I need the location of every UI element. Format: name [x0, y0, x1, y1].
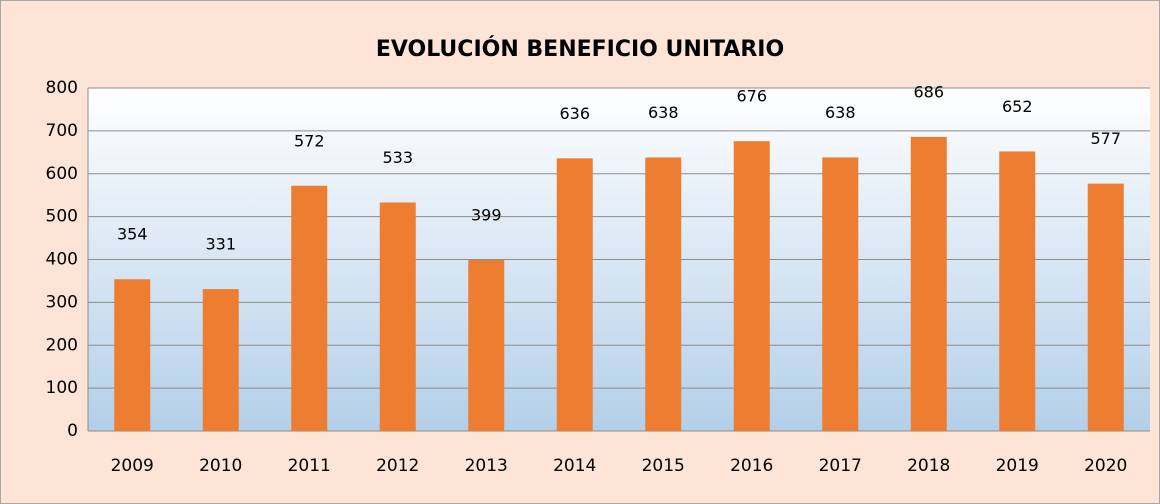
x-tick-label: 2013 [465, 456, 508, 476]
data-label: 636 [559, 104, 590, 123]
x-tick-label: 2011 [288, 456, 331, 476]
bar [999, 151, 1036, 431]
y-tick-label: 100 [46, 378, 78, 398]
data-label: 572 [294, 131, 325, 150]
x-tick-label: 2014 [553, 456, 596, 476]
bar [910, 136, 947, 431]
data-label: 533 [382, 148, 413, 167]
bar [556, 158, 593, 431]
x-tick-label: 2019 [996, 456, 1039, 476]
chart-title: EVOLUCIÓN BENEFICIO UNITARIO [376, 36, 784, 62]
y-tick-label: 400 [46, 250, 78, 270]
x-tick-label: 2018 [907, 456, 950, 476]
bar [379, 202, 416, 431]
bar [468, 259, 505, 431]
bar [114, 279, 151, 431]
y-tick-label: 800 [46, 78, 78, 98]
data-label: 676 [736, 87, 767, 106]
bar [291, 185, 328, 431]
x-tick-label: 2015 [642, 456, 685, 476]
data-label: 686 [913, 82, 944, 101]
x-tick-label: 2016 [730, 456, 773, 476]
bar [645, 157, 682, 431]
y-tick-label: 300 [46, 292, 78, 312]
data-label: 331 [205, 235, 236, 254]
bar [733, 141, 770, 432]
y-tick-label: 600 [46, 164, 78, 184]
x-tick-label: 2009 [111, 456, 154, 476]
bar [202, 289, 239, 431]
bar [822, 157, 859, 431]
y-tick-label: 700 [46, 121, 78, 141]
data-label: 638 [648, 103, 679, 122]
bar [1087, 183, 1124, 431]
y-tick-label: 200 [46, 335, 78, 355]
x-tick-label: 2017 [819, 456, 862, 476]
data-label: 652 [1002, 97, 1033, 116]
data-label: 399 [471, 205, 502, 224]
data-label: 638 [825, 103, 856, 122]
x-tick-label: 2020 [1084, 456, 1127, 476]
data-label: 577 [1090, 129, 1121, 148]
data-label: 354 [117, 225, 148, 244]
y-tick-label: 500 [46, 207, 78, 227]
x-tick-label: 2010 [199, 456, 242, 476]
x-tick-label: 2012 [376, 456, 419, 476]
y-tick-label: 0 [67, 421, 78, 441]
